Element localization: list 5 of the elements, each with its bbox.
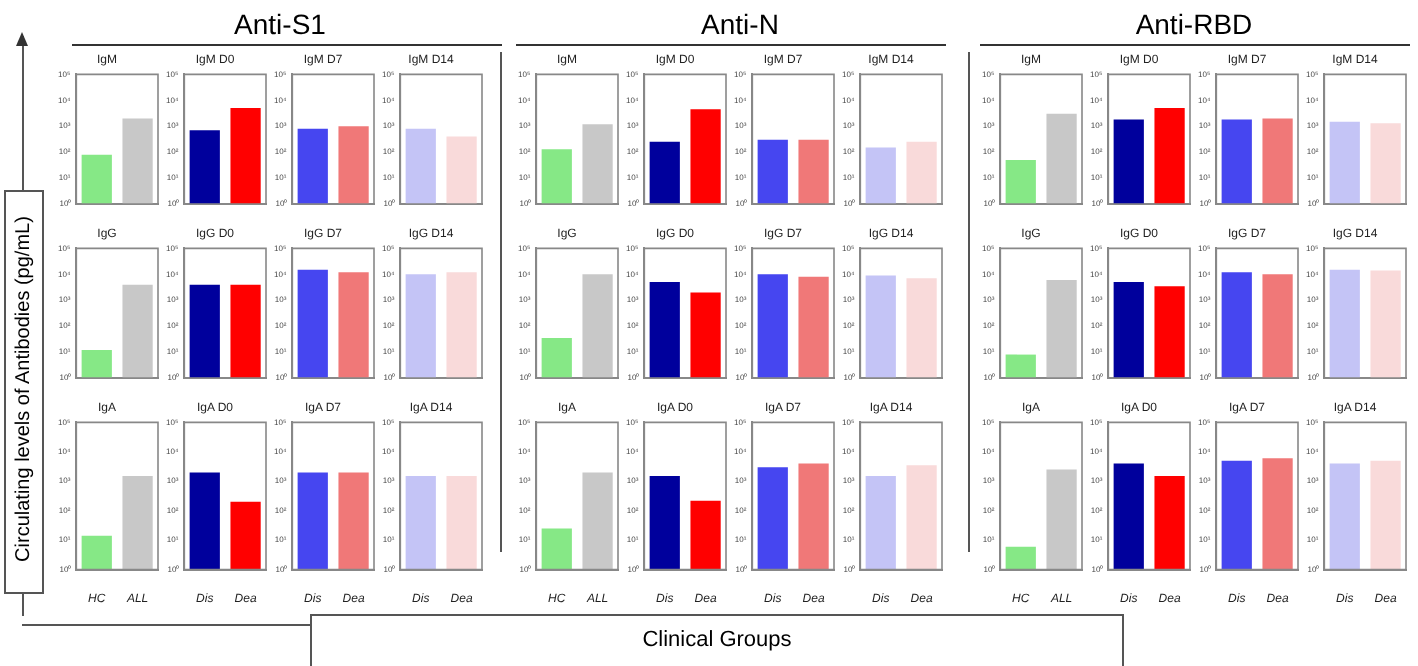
text: Anti-S1 — [232, 8, 328, 40]
text: Anti-RBD — [1133, 8, 1255, 40]
text: Anti-N — [699, 8, 781, 40]
text: Circulating levels of Antibodies (pg/mL) — [13, 214, 35, 566]
text: Clinical Groups — [310, 614, 1124, 666]
